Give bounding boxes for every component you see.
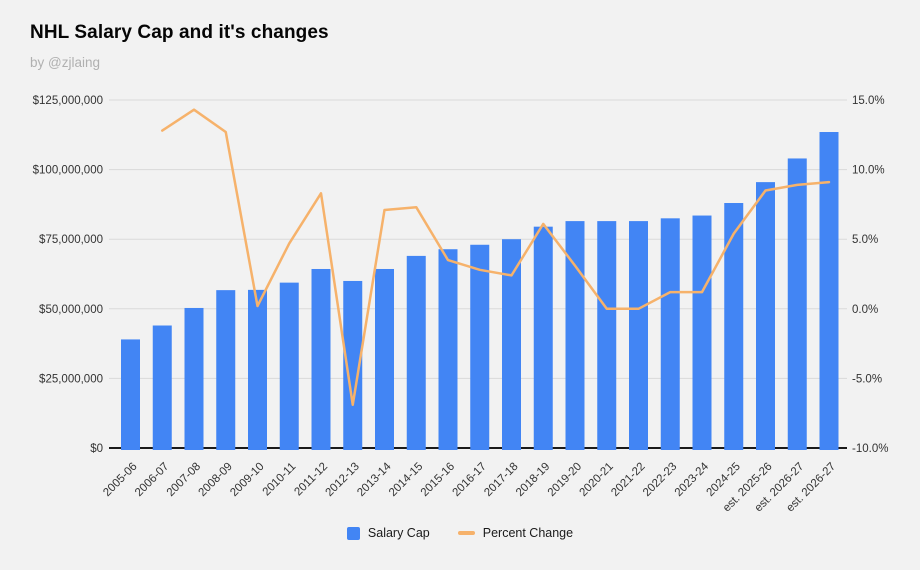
salary-cap-bar-2023-24[interactable] bbox=[692, 215, 712, 450]
right-axis-tick-label: -10.0% bbox=[852, 443, 888, 455]
right-axis-tick-label: 5.0% bbox=[852, 234, 878, 246]
salary-cap-bar-2015-16[interactable] bbox=[438, 249, 458, 450]
salary-cap-bar-2009-10[interactable] bbox=[248, 289, 267, 450]
salary-cap-bar-2024-25[interactable] bbox=[724, 203, 744, 450]
x-axis-label-2005-06: 2005-06 bbox=[101, 461, 139, 499]
salary-cap-bar-est. 2025-26[interactable] bbox=[756, 182, 775, 451]
percent-change-line[interactable] bbox=[161, 108, 831, 407]
salary-cap-bar-2007-08[interactable] bbox=[184, 307, 204, 450]
x-axis-label-2015-16: 2015-16 bbox=[419, 461, 457, 499]
left-axis-tick-label: $100,000,000 bbox=[33, 165, 103, 177]
x-axis-label-2008-09: 2008-09 bbox=[197, 461, 235, 499]
right-axis-tick-label: 10.0% bbox=[852, 165, 885, 177]
salary-cap-bar-est. 2026-27[interactable] bbox=[787, 158, 807, 451]
x-axis-label-2017-18: 2017-18 bbox=[482, 461, 520, 499]
x-axis-label-2010-11: 2010-11 bbox=[261, 461, 299, 499]
chart-title: NHL Salary Cap and it's changes bbox=[30, 22, 329, 43]
chart-byline: by @zjlaing bbox=[30, 55, 100, 70]
salary-cap-bar-2008-09[interactable] bbox=[216, 290, 236, 450]
salary-cap-bar-2019-20[interactable] bbox=[565, 221, 585, 450]
right-axis-tick-label: 15.0% bbox=[852, 95, 885, 107]
left-axis-tick-label: $75,000,000 bbox=[39, 234, 103, 246]
salary-cap-bar-2013-14[interactable] bbox=[375, 268, 394, 450]
salary-cap-bar-2005-06[interactable] bbox=[121, 339, 140, 450]
legend-label-salary-cap: Salary Cap bbox=[367, 526, 430, 540]
x-axis-label-2019-20: 2019-20 bbox=[546, 461, 584, 499]
salary-cap-bar-2017-18[interactable] bbox=[502, 239, 521, 450]
x-axis-label-2012-13: 2012-13 bbox=[324, 461, 362, 499]
salary-cap-bar-2012-13[interactable] bbox=[343, 280, 363, 450]
salary-cap-bar-2022-23[interactable] bbox=[660, 218, 680, 450]
salary-cap-swatch bbox=[346, 526, 360, 540]
salary-cap-bar-2014-15[interactable] bbox=[406, 255, 426, 450]
x-axis-label-2006-07: 2006-07 bbox=[133, 461, 171, 499]
left-axis-tick-label: $25,000,000 bbox=[39, 373, 103, 385]
salary-cap-bar-2010-11[interactable] bbox=[279, 282, 299, 450]
salary-cap-bar-2011-12[interactable] bbox=[311, 268, 331, 450]
x-axis-label-2009-10: 2009-10 bbox=[228, 461, 266, 499]
legend-label-percent-change: Percent Change bbox=[482, 526, 574, 540]
salary-cap-bar-2016-17[interactable] bbox=[470, 244, 490, 450]
x-axis-label-2020-21: 2020-21 bbox=[578, 461, 616, 499]
chart-legend: Salary Cap Percent Change bbox=[0, 526, 920, 540]
salary-cap-bar-2018-19[interactable] bbox=[533, 226, 553, 450]
x-axis-label-2018-19: 2018-19 bbox=[514, 461, 552, 499]
salary-cap-bar-est. 2026-27[interactable] bbox=[819, 132, 839, 451]
legend-item-salary-cap[interactable]: Salary Cap bbox=[346, 526, 430, 540]
left-axis-tick-label: $50,000,000 bbox=[39, 304, 103, 316]
salary-cap-bar-2021-22[interactable] bbox=[629, 221, 648, 450]
percent-change-swatch bbox=[457, 530, 475, 536]
x-axis-label-2016-17: 2016-17 bbox=[451, 461, 489, 499]
x-axis-label-2023-24: 2023-24 bbox=[673, 460, 712, 499]
x-axis-label-2014-15: 2014-15 bbox=[387, 461, 425, 499]
right-axis-tick-label: -5.0% bbox=[852, 373, 882, 385]
x-axis-label-2021-22: 2021-22 bbox=[609, 461, 647, 499]
x-axis-label-2013-14: 2013-14 bbox=[355, 460, 394, 499]
salary-cap-bar-2006-07[interactable] bbox=[152, 325, 172, 450]
x-axis-label-2007-08: 2007-08 bbox=[165, 461, 203, 499]
left-axis-tick-label: $125,000,000 bbox=[33, 95, 103, 107]
left-axis-tick-label: $0 bbox=[90, 443, 103, 455]
legend-item-percent-change[interactable]: Percent Change bbox=[457, 526, 574, 540]
right-axis-tick-label: 0.0% bbox=[852, 304, 878, 316]
salary-cap-bar-2020-21[interactable] bbox=[597, 221, 617, 450]
x-axis-label-2022-23: 2022-23 bbox=[641, 461, 679, 499]
